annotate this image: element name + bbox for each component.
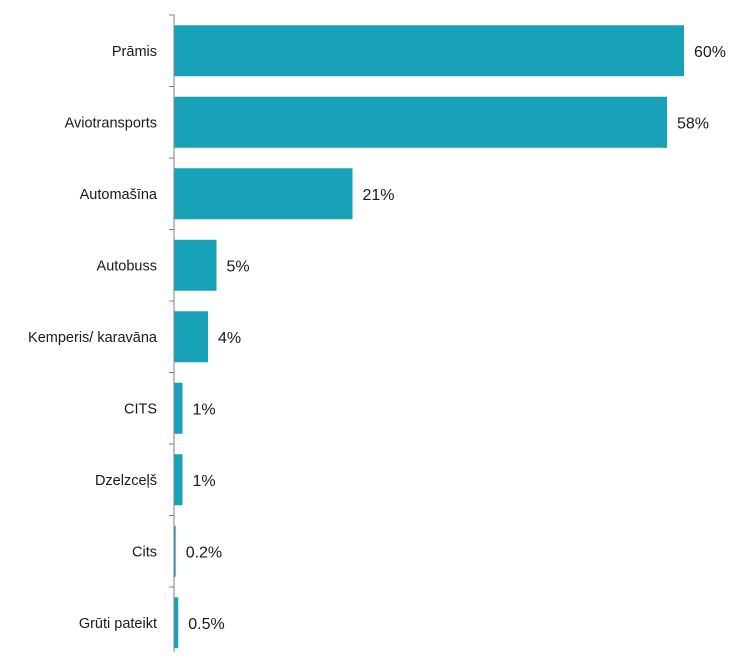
- data-label: 1%: [193, 401, 216, 418]
- category-label: Autobuss: [97, 258, 157, 274]
- data-labels: 60% 58% 21% 5% 4% 1% 1% 0.2% 0.5%: [186, 44, 726, 633]
- bar: [174, 168, 353, 220]
- data-label: 60%: [694, 44, 726, 61]
- bar: [174, 311, 208, 363]
- data-label: 21%: [363, 187, 395, 204]
- category-label: Aviotransports: [65, 115, 157, 131]
- data-label: 0.5%: [188, 616, 224, 633]
- category-label: Prāmis: [112, 44, 157, 60]
- category-labels: Prāmis Aviotransports Automašīna Autobuss Ke…: [28, 44, 158, 632]
- category-label: Automašīna: [80, 187, 158, 203]
- bar: [174, 25, 684, 77]
- category-label: Dzelzceļš: [95, 473, 157, 489]
- data-label: 5%: [227, 258, 250, 275]
- data-label: 0.2%: [186, 544, 222, 561]
- data-label: 58%: [677, 115, 709, 132]
- bar: [174, 525, 176, 577]
- bar: [174, 597, 179, 649]
- bars: [174, 25, 684, 649]
- category-label: Kemperis/ karavāna: [28, 330, 158, 346]
- bar: [174, 239, 217, 291]
- category-label: Grūti pateikt: [79, 616, 157, 632]
- bar: [174, 96, 667, 148]
- data-label: 4%: [218, 330, 241, 347]
- data-label: 1%: [193, 473, 216, 490]
- category-label: Cits: [132, 544, 157, 560]
- category-label: CITS: [124, 401, 157, 417]
- bar: [174, 454, 183, 506]
- axis-ticks: [169, 14, 174, 588]
- bar: [174, 382, 183, 434]
